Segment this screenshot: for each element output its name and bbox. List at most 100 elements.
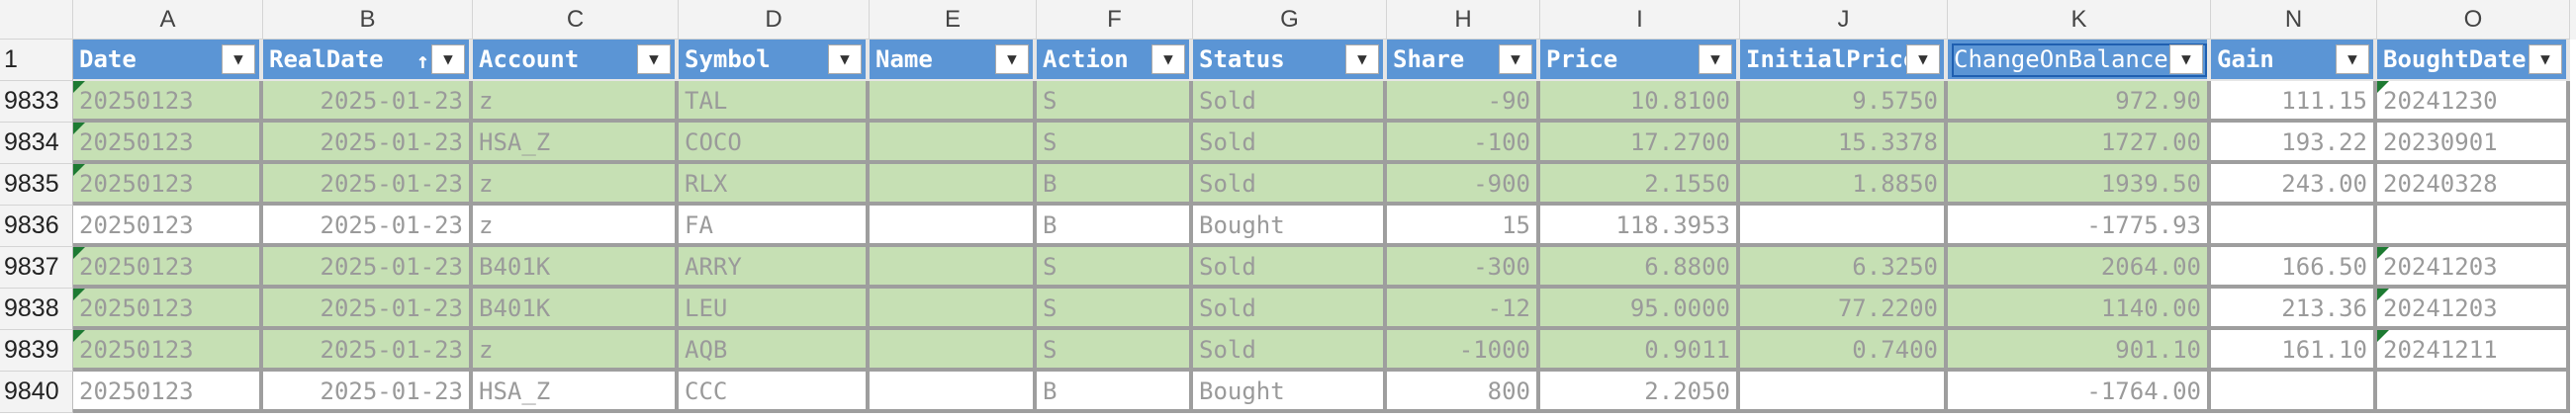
row-number[interactable]: 9835 xyxy=(0,164,73,206)
cell-account[interactable]: z xyxy=(473,164,679,206)
cell-name[interactable] xyxy=(870,289,1037,330)
cell-changeonbalance[interactable]: 1140.00 xyxy=(1948,289,2211,330)
cell-share[interactable]: 15 xyxy=(1387,206,1540,247)
cell-initialprice[interactable]: 15.3378 xyxy=(1740,123,1948,164)
column-header-C[interactable]: C xyxy=(473,0,679,40)
cell-account[interactable]: z xyxy=(473,81,679,123)
cell-realdate[interactable]: 2025-01-23 xyxy=(263,330,473,372)
cell-price[interactable]: 6.8800 xyxy=(1540,247,1740,289)
cell-date[interactable]: 20250123 xyxy=(73,123,263,164)
column-header-I[interactable]: I xyxy=(1540,0,1740,40)
filter-dropdown-icon[interactable]: ▼ xyxy=(1151,44,1185,74)
cell-gain[interactable]: 161.10 xyxy=(2211,330,2377,372)
header-changeonbalance[interactable]: ChangeOnBalance ▼ xyxy=(1948,40,2211,81)
cell-price[interactable]: 0.9011 xyxy=(1540,330,1740,372)
cell-action[interactable]: S xyxy=(1037,289,1193,330)
cell-changeonbalance[interactable]: 1727.00 xyxy=(1948,123,2211,164)
cell-realdate[interactable]: 2025-01-23 xyxy=(263,123,473,164)
cell-status[interactable]: Sold xyxy=(1193,330,1387,372)
cell-date[interactable]: 20250123 xyxy=(73,372,263,413)
column-header-D[interactable]: D xyxy=(679,0,870,40)
cell-action[interactable]: S xyxy=(1037,247,1193,289)
cell-gain[interactable]: 213.36 xyxy=(2211,289,2377,330)
cell-symbol[interactable]: AQB xyxy=(679,330,870,372)
cell-status[interactable]: Sold xyxy=(1193,247,1387,289)
cell-date[interactable]: 20250123 xyxy=(73,164,263,206)
cell-changeonbalance[interactable]: 901.10 xyxy=(1948,330,2211,372)
cell-action[interactable]: S xyxy=(1037,81,1193,123)
cell-action[interactable]: S xyxy=(1037,330,1193,372)
cell-boughtdate[interactable]: 20241211 xyxy=(2377,330,2570,372)
cell-price[interactable]: 10.8100 xyxy=(1540,81,1740,123)
header-price[interactable]: Price ▼ xyxy=(1540,40,1740,81)
cell-status[interactable]: Sold xyxy=(1193,289,1387,330)
column-header-A[interactable]: A xyxy=(73,0,263,40)
filter-dropdown-icon[interactable]: ▼ xyxy=(995,44,1029,74)
cell-action[interactable]: B xyxy=(1037,206,1193,247)
cell-status[interactable]: Bought xyxy=(1193,372,1387,413)
cell-account[interactable]: z xyxy=(473,206,679,247)
cell-gain[interactable]: 193.22 xyxy=(2211,123,2377,164)
cell-gain[interactable] xyxy=(2211,206,2377,247)
cell-share[interactable]: -100 xyxy=(1387,123,1540,164)
cell-date[interactable]: 20250123 xyxy=(73,330,263,372)
cell-status[interactable]: Bought xyxy=(1193,206,1387,247)
cell-changeonbalance[interactable]: 2064.00 xyxy=(1948,247,2211,289)
cell-symbol[interactable]: RLX xyxy=(679,164,870,206)
header-share[interactable]: Share ▼ xyxy=(1387,40,1540,81)
cell-symbol[interactable]: TAL xyxy=(679,81,870,123)
cell-initialprice[interactable]: 77.2200 xyxy=(1740,289,1948,330)
filter-dropdown-icon[interactable]: ▼ xyxy=(1906,44,1940,74)
cell-account[interactable]: HSA_Z xyxy=(473,372,679,413)
row-number[interactable]: 9839 xyxy=(0,330,73,372)
column-header-F[interactable]: F xyxy=(1037,0,1193,40)
cell-boughtdate[interactable] xyxy=(2377,372,2570,413)
cell-boughtdate[interactable] xyxy=(2377,206,2570,247)
cell-changeonbalance[interactable]: 1939.50 xyxy=(1948,164,2211,206)
cell-initialprice[interactable] xyxy=(1740,206,1948,247)
cell-price[interactable]: 2.2050 xyxy=(1540,372,1740,413)
header-initialprice[interactable]: InitialPrice ▼ xyxy=(1740,40,1948,81)
cell-date[interactable]: 20250123 xyxy=(73,206,263,247)
cell-date[interactable]: 20250123 xyxy=(73,289,263,330)
cell-status[interactable]: Sold xyxy=(1193,123,1387,164)
cell-boughtdate[interactable]: 20240328 xyxy=(2377,164,2570,206)
cell-boughtdate[interactable]: 20241230 xyxy=(2377,81,2570,123)
cell-boughtdate[interactable]: 20241203 xyxy=(2377,289,2570,330)
cell-share[interactable]: 800 xyxy=(1387,372,1540,413)
cell-action[interactable]: S xyxy=(1037,123,1193,164)
cell-changeonbalance[interactable]: 972.90 xyxy=(1948,81,2211,123)
cell-share[interactable]: -300 xyxy=(1387,247,1540,289)
cell-realdate[interactable]: 2025-01-23 xyxy=(263,289,473,330)
column-header-N[interactable]: N xyxy=(2211,0,2377,40)
filter-dropdown-icon[interactable]: ▼ xyxy=(1499,44,1532,74)
cell-action[interactable]: B xyxy=(1037,372,1193,413)
column-header-G[interactable]: G xyxy=(1193,0,1387,40)
row-number[interactable]: 9833 xyxy=(0,81,73,123)
cell-share[interactable]: -12 xyxy=(1387,289,1540,330)
cell-gain[interactable]: 111.15 xyxy=(2211,81,2377,123)
header-gain[interactable]: Gain ▼ xyxy=(2211,40,2377,81)
column-header-B[interactable]: B xyxy=(263,0,473,40)
row-number[interactable]: 9837 xyxy=(0,247,73,289)
header-symbol[interactable]: Symbol ▼ xyxy=(679,40,870,81)
cell-symbol[interactable]: COCO xyxy=(679,123,870,164)
filter-dropdown-icon[interactable]: ▼ xyxy=(637,44,671,74)
filter-dropdown-icon[interactable]: ▼ xyxy=(828,44,862,74)
cell-status[interactable]: Sold xyxy=(1193,81,1387,123)
header-boughtdate[interactable]: BoughtDate ▼ xyxy=(2377,40,2570,81)
header-date[interactable]: Date ▼ xyxy=(73,40,263,81)
cell-name[interactable] xyxy=(870,123,1037,164)
cell-initialprice[interactable]: 0.7400 xyxy=(1740,330,1948,372)
cell-price[interactable]: 17.2700 xyxy=(1540,123,1740,164)
cell-action[interactable]: B xyxy=(1037,164,1193,206)
filter-dropdown-icon[interactable]: ▼ xyxy=(222,44,255,74)
cell-price[interactable]: 2.1550 xyxy=(1540,164,1740,206)
cell-date[interactable]: 20250123 xyxy=(73,247,263,289)
cell-status[interactable]: Sold xyxy=(1193,164,1387,206)
cell-initialprice[interactable]: 9.5750 xyxy=(1740,81,1948,123)
cell-name[interactable] xyxy=(870,330,1037,372)
row-number[interactable]: 1 xyxy=(0,40,73,81)
header-action[interactable]: Action ▼ xyxy=(1037,40,1193,81)
cell-boughtdate[interactable]: 20230901 xyxy=(2377,123,2570,164)
